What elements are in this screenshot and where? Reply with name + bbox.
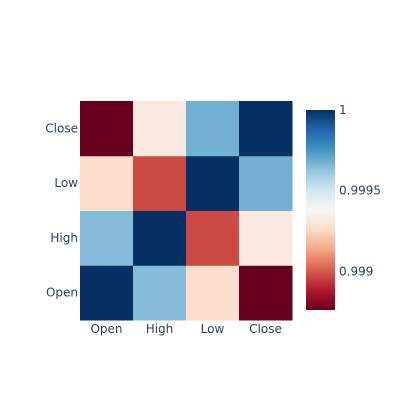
heatmap-cell-high-low[interactable] bbox=[186, 210, 240, 266]
heatmap-cell-close-close[interactable] bbox=[239, 101, 293, 157]
y-tick-label: Low bbox=[54, 176, 78, 190]
heatmap-cell-low-high[interactable] bbox=[133, 155, 187, 211]
colorbar-tick-label: 0.9995 bbox=[339, 184, 381, 198]
heatmap-cell-close-open[interactable] bbox=[80, 101, 134, 157]
heatmap-cell-open-low[interactable] bbox=[186, 265, 240, 321]
x-tick-label: Close bbox=[249, 322, 282, 336]
colorbar bbox=[306, 110, 335, 310]
heatmap-cell-open-close[interactable] bbox=[239, 265, 293, 321]
heatmap-cell-high-high[interactable] bbox=[133, 210, 187, 266]
heatmap-cell-high-open[interactable] bbox=[80, 210, 134, 266]
colorbar-tick-label: 1 bbox=[339, 103, 347, 117]
x-tick-label: High bbox=[146, 322, 174, 336]
x-tick-label: Low bbox=[201, 322, 225, 336]
heatmap-cell-close-high[interactable] bbox=[133, 101, 187, 157]
heatmap-cell-low-close[interactable] bbox=[239, 155, 293, 211]
heatmap-cell-low-open[interactable] bbox=[80, 155, 134, 211]
heatmap-cell-open-open[interactable] bbox=[80, 265, 134, 321]
y-tick-label: Close bbox=[45, 121, 78, 135]
y-tick-label: Open bbox=[46, 286, 78, 300]
heatmap-cell-high-close[interactable] bbox=[239, 210, 293, 266]
y-tick-label: High bbox=[50, 231, 78, 245]
colorbar-tick-label: 0.999 bbox=[339, 264, 373, 278]
x-axis: Open High Low Close bbox=[90, 322, 281, 336]
heatmap-cell-open-high[interactable] bbox=[133, 265, 187, 321]
colorbar-ticks: 1 0.9995 0.999 bbox=[339, 103, 381, 278]
heatmap-cell-close-low[interactable] bbox=[186, 101, 240, 157]
heatmap-cell-low-low[interactable] bbox=[186, 155, 240, 211]
heatmap-cells bbox=[80, 101, 293, 321]
x-tick-label: Open bbox=[90, 322, 122, 336]
y-axis: Open High Low Close bbox=[45, 121, 78, 299]
